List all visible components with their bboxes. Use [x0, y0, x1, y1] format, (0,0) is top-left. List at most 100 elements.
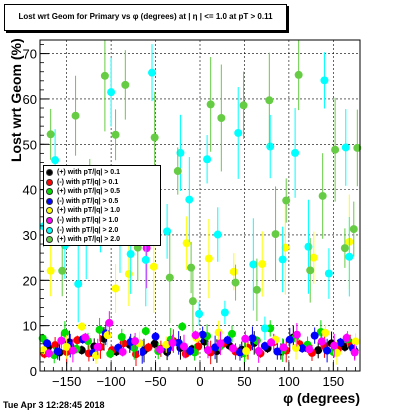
y-tick-label: 0 [30, 364, 37, 379]
data-point [62, 342, 71, 351]
data-point [57, 336, 66, 345]
data-point [281, 243, 290, 252]
legend-item: (+) with pT/|q| > 0.1 [46, 169, 120, 179]
data-point [191, 331, 200, 340]
data-point [51, 341, 60, 350]
y-tick-label: 50 [23, 137, 37, 152]
legend-item: (-) with pT/|q| > 0.1 [46, 178, 118, 189]
data-point [81, 333, 90, 342]
data-point [306, 266, 315, 275]
legend-label: (+) with pT/|q| > 0.5 [57, 188, 121, 196]
legend-marker [46, 236, 53, 244]
data-point [294, 70, 303, 79]
data-point [314, 346, 323, 355]
data-point [260, 342, 269, 351]
data-point [332, 348, 341, 357]
data-point [92, 351, 100, 360]
series-8 [46, 40, 362, 332]
data-point [187, 263, 196, 272]
data-point [310, 331, 319, 340]
legend-marker [46, 217, 53, 224]
data-point [331, 145, 340, 154]
data-point [278, 255, 287, 264]
data-point [93, 342, 102, 351]
data-point [204, 254, 213, 263]
legend-marker [46, 226, 53, 234]
data-point [260, 324, 269, 333]
x-tick-label: 50 [237, 374, 251, 389]
x-tick-label: 0 [196, 374, 203, 389]
legend-item: (-) with pT/|q| > 0.5 [46, 197, 118, 208]
data-point [124, 269, 133, 278]
data-point [46, 130, 55, 139]
data-point [77, 322, 86, 331]
data-point [186, 347, 195, 356]
data-point [203, 155, 212, 164]
title-box: Lost wrt Geom for Primary vs φ (degrees)… [4, 4, 287, 31]
y-tick-label: 30 [23, 228, 37, 243]
data-point [111, 284, 120, 293]
data-point [236, 348, 244, 357]
data-point [279, 343, 288, 352]
data-point [206, 100, 215, 109]
data-point [204, 346, 212, 355]
data-point [349, 225, 358, 234]
data-point [60, 328, 69, 337]
data-point [317, 337, 326, 346]
legend-item: (-) with pT/|q| > 2.0 [46, 226, 119, 237]
data-point [267, 338, 276, 347]
data-point [150, 133, 159, 142]
data-point [195, 309, 204, 318]
data-point [217, 113, 226, 122]
legend-item: (+) with pT/|q| > 0.5 [46, 188, 120, 198]
x-tick-label: 150 [322, 374, 344, 389]
data-point [43, 339, 52, 348]
data-point [71, 111, 80, 120]
data-point [162, 340, 171, 349]
data-point [220, 308, 229, 317]
legend-item: (+) with pT/|q| > 1.0 [46, 207, 120, 217]
y-tick-label: 20 [23, 273, 37, 288]
data-point [156, 345, 164, 354]
data-point [117, 332, 126, 341]
data-point [138, 347, 147, 356]
data-point [353, 143, 362, 152]
data-point [350, 348, 359, 357]
data-point [103, 331, 112, 340]
legend-label: (-) with pT/|q| > 1.0 [57, 217, 119, 224]
chart-title: Lost wrt Geom for Primary vs φ (degrees)… [18, 12, 273, 21]
data-point [228, 344, 237, 353]
data-point [266, 142, 275, 151]
data-point [341, 143, 350, 152]
data-point [320, 76, 329, 85]
series-4 [43, 321, 357, 364]
data-point [292, 330, 301, 339]
legend-label: (+) with pT/|q| > 1.0 [57, 207, 121, 215]
y-tick-label: 70 [23, 47, 37, 62]
data-point [107, 88, 116, 97]
data-point [271, 230, 280, 239]
data-point [188, 297, 197, 306]
y-tick-label: 10 [23, 319, 37, 334]
data-point [291, 148, 300, 157]
tick-labels: −150 −100 −50 0 50 100 150 0 10 20 30 40 50 60 70 [23, 47, 345, 389]
data-point [121, 80, 130, 89]
data-point [282, 196, 291, 205]
data-point [46, 266, 55, 275]
data-point [58, 266, 67, 275]
data-point [141, 327, 150, 336]
legend-label: (-) with pT/|q| > 2.0 [57, 226, 119, 234]
data-point [228, 329, 236, 338]
data-point [309, 253, 318, 262]
data-point [298, 344, 307, 353]
data-point [131, 337, 140, 346]
x-tick-label: −100 [96, 374, 125, 389]
data-point [182, 239, 191, 248]
data-point [239, 101, 248, 110]
legend-marker [46, 169, 53, 176]
data-point [194, 342, 203, 351]
data-point [142, 244, 151, 253]
data-point [53, 347, 62, 356]
legend-item: (+) with pT/|q| > 2.0 [46, 236, 120, 246]
